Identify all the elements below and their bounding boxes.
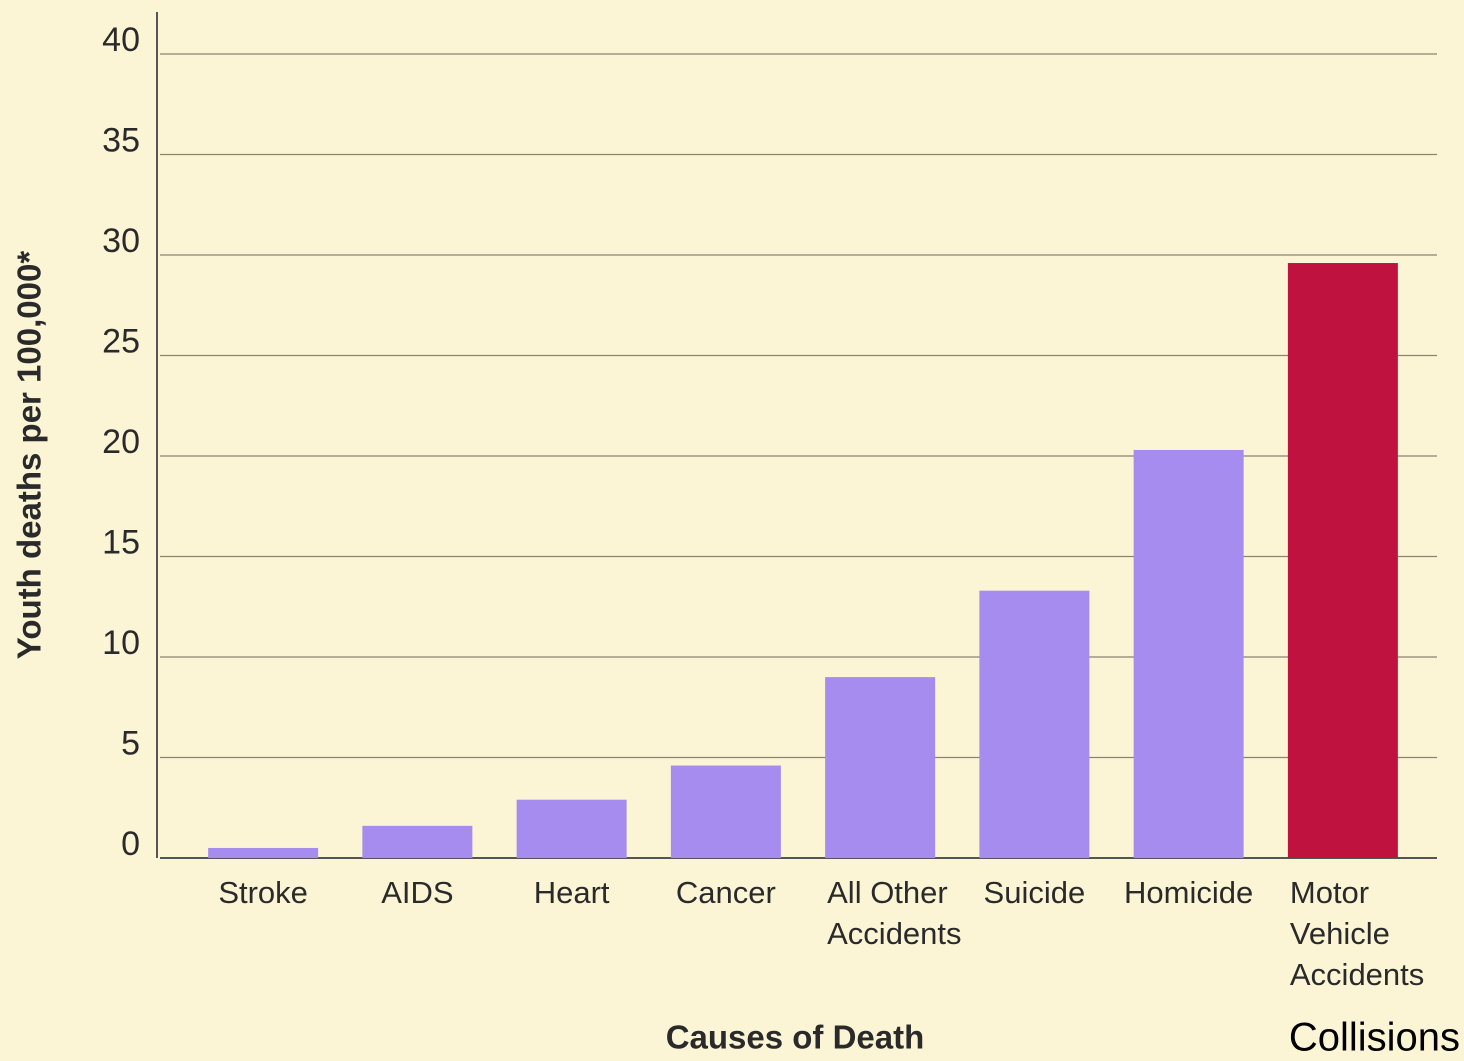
y-tick-label: 25 (102, 322, 140, 360)
y-axis-title: Youth deaths per 100,000* (11, 251, 48, 660)
bar (362, 825, 473, 858)
y-tick-label: 15 (102, 523, 140, 561)
y-tick-label: 40 (102, 21, 140, 59)
bar (1287, 263, 1398, 858)
annotation: Collisions (1289, 1016, 1460, 1060)
x-tick-label: Stroke (218, 875, 308, 910)
y-tick-label: 0 (121, 825, 140, 863)
x-tick-label: AIDS (381, 875, 453, 910)
x-tick-label: Cancer (676, 875, 776, 910)
y-tick-label: 5 (121, 724, 140, 762)
bar (979, 590, 1090, 858)
x-tick-label: Homicide (1124, 875, 1253, 910)
x-tick-label: Heart (534, 875, 610, 910)
x-axis-title: Causes of Death (666, 1019, 925, 1056)
y-tick-label: 20 (102, 423, 140, 461)
bar (208, 847, 319, 858)
bar (825, 677, 936, 858)
bar (670, 765, 781, 858)
y-tick-label: 35 (102, 121, 140, 159)
bar (516, 799, 627, 858)
x-tick-label: Motor Vehicle Accidents (1290, 875, 1424, 992)
x-tick-label: All Other Accidents (827, 875, 961, 951)
bar (1133, 449, 1244, 858)
y-tick-label: 10 (102, 624, 140, 662)
y-tick-label: 30 (102, 222, 140, 260)
x-tick-label: Suicide (984, 875, 1086, 910)
